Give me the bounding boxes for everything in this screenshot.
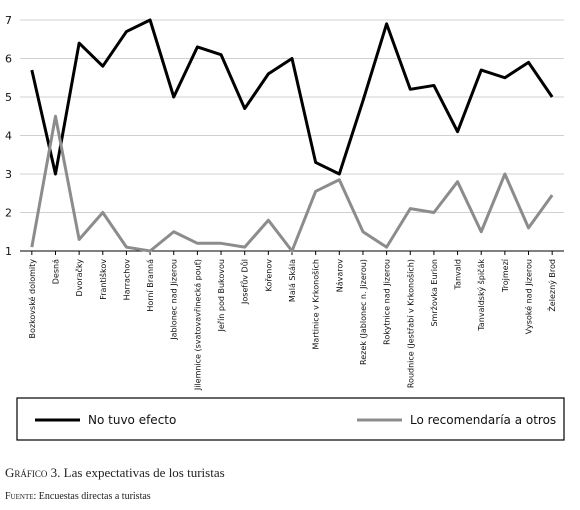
source-text: Encuestas directas a turistas <box>39 491 151 502</box>
x-tick-label: Harrachov <box>122 259 131 301</box>
x-tick-label: Trojmezí <box>501 258 510 293</box>
x-tick-label: Rezek (Jablonec n. Jizerou) <box>359 259 368 365</box>
caption-title: Las expectativas de los turistas <box>64 465 225 480</box>
y-tick-label: 6 <box>5 53 12 66</box>
y-tick-label: 3 <box>5 168 12 181</box>
y-tick-label: 2 <box>5 207 12 220</box>
source-label: Fuente: <box>5 491 36 502</box>
x-tick-label: Rokytnice nad Jizerou <box>383 259 392 345</box>
y-tick-label: 1 <box>5 245 12 258</box>
y-tick-label: 7 <box>5 14 12 27</box>
x-tick-label: Kořenov <box>264 259 273 292</box>
x-tick-label: Jilemnice (svatovavřinecká pouť) <box>193 259 202 391</box>
y-tick-label: 4 <box>5 130 12 143</box>
caption-label: Gráfico 3. <box>5 465 60 480</box>
x-tick-label: Bozkovské dolomity <box>27 259 37 339</box>
x-tick-label: Dvoračky <box>74 259 84 297</box>
x-tick-label: Smržovka Eurion <box>430 259 439 327</box>
x-tick-label: Návarov <box>335 259 344 293</box>
x-tick-label: Tanvald <box>454 259 463 290</box>
legend-label: No tuvo efecto <box>88 413 176 427</box>
caption: Gráfico 3. Las expectativas de los turis… <box>5 465 225 480</box>
x-tick-label: Malá Skála <box>288 259 297 302</box>
x-tick-label: Tanvaldský špičák <box>476 259 486 332</box>
legend-box <box>16 397 565 441</box>
series-line <box>30 18 554 176</box>
x-tick-label: Železný Brod <box>546 259 557 312</box>
x-tick-label: Desná <box>51 259 60 284</box>
x-tick-label: Františkov <box>98 259 108 300</box>
series-line <box>30 114 554 253</box>
y-tick-label: 5 <box>5 91 12 104</box>
x-tick-label: Vysoké nad Jizerou <box>524 259 534 334</box>
x-tick-label: Jablonec nad Jizerou <box>170 259 179 341</box>
x-tick-label: Martinice v Krkonoších <box>311 259 321 350</box>
source: Fuente: Encuestas directas a turistas <box>5 491 151 502</box>
x-tick-label: Roudnice (Jestřabí v Krkonoších) <box>405 259 415 388</box>
x-tick-label: Josefův Důl <box>240 259 250 305</box>
legend-label: Lo recomendaría a otros <box>410 413 556 427</box>
x-tick-label: Horní Branná <box>146 259 155 312</box>
x-tick-label: Jeřín pod Bukovou <box>217 259 226 333</box>
